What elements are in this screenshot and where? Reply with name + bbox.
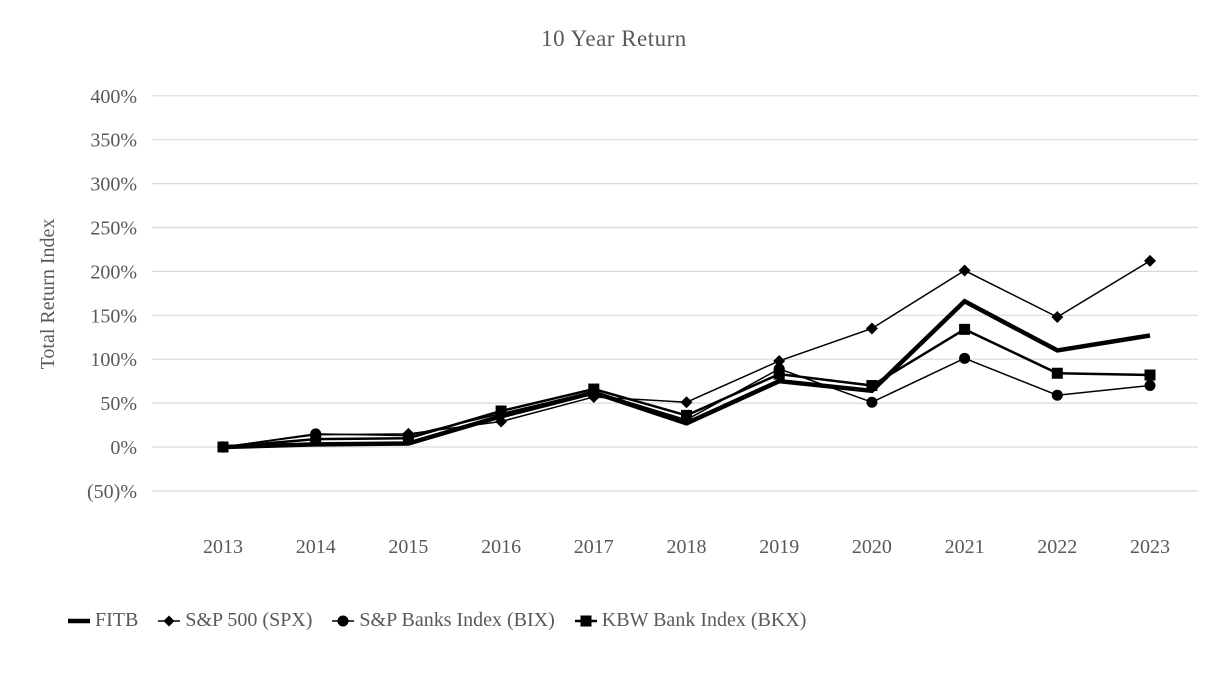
x-tick-label: 2023 — [1130, 536, 1170, 558]
y-tick-label: 100% — [90, 349, 137, 371]
square-marker — [588, 383, 600, 395]
square-marker — [773, 368, 785, 380]
square-marker — [866, 380, 878, 392]
circle-marker — [866, 396, 878, 408]
square-marker-icon — [580, 615, 592, 626]
legend-label-fitb: FITB — [95, 609, 139, 631]
diamond-marker — [680, 396, 693, 409]
legend-swatch-square-marker — [574, 615, 597, 626]
circle-marker — [1051, 389, 1063, 401]
y-tick-label: 350% — [90, 130, 137, 152]
square-marker — [959, 323, 971, 335]
legend-label-bix: S&P Banks Index (BIX) — [359, 609, 555, 631]
legend-swatch-diamond-marker — [158, 615, 181, 626]
legend-swatch-none-line — [68, 618, 90, 623]
y-tick-label: 50% — [100, 393, 137, 415]
y-tick-label: (50)% — [87, 481, 137, 503]
square-marker — [1051, 367, 1063, 379]
x-tick-label: 2017 — [574, 536, 614, 558]
diamond-marker — [1051, 311, 1064, 324]
y-tick-label: 300% — [90, 174, 137, 196]
y-tick-label: 400% — [90, 86, 137, 108]
legend-swatch-circle-marker — [332, 615, 355, 626]
diamond-marker — [865, 322, 878, 335]
legend-label-spx: S&P 500 (SPX) — [185, 609, 313, 631]
y-tick-label: 250% — [90, 218, 137, 240]
chart-title: 10 Year Return — [541, 26, 687, 51]
legend-item-fitb: FITB — [68, 609, 138, 632]
circle-marker-icon — [337, 615, 349, 626]
chart-legend: FITB S&P 500 (SPX) S&P Banks Index (BIX) KB… — [68, 609, 806, 632]
legend-label-bkx: KBW Bank Index (BKX) — [601, 609, 807, 631]
x-tick-label: 2019 — [759, 536, 799, 558]
series-line-bkx — [222, 327, 1151, 449]
legend-item-bkx: KBW Bank Index (BKX) — [574, 609, 807, 632]
x-tick-label: 2022 — [1037, 536, 1077, 558]
square-marker — [217, 441, 229, 453]
square-marker — [495, 405, 507, 417]
square-marker — [681, 409, 692, 421]
x-tick-label: 2021 — [945, 536, 985, 558]
x-tick-label: 2020 — [852, 536, 892, 558]
y-tick-label: 150% — [90, 305, 137, 327]
circle-marker — [1144, 380, 1156, 392]
diamond-marker — [1144, 254, 1156, 267]
y-tick-label: 0% — [110, 437, 137, 459]
y-tick-label: 200% — [90, 261, 137, 283]
diamond-marker-icon — [163, 615, 175, 626]
circle-marker — [959, 352, 971, 364]
legend-item-bix: S&P Banks Index (BIX) — [332, 609, 555, 632]
x-tick-label: 2014 — [296, 536, 336, 558]
diamond-marker — [495, 415, 508, 428]
x-tick-label: 2016 — [481, 536, 521, 558]
square-marker — [402, 432, 414, 444]
diamond-marker — [773, 354, 786, 367]
diamond-marker — [958, 264, 971, 277]
square-marker — [1144, 369, 1156, 381]
legend-item-spx: S&P 500 (SPX) — [158, 609, 312, 632]
x-tick-label: 2015 — [388, 536, 428, 558]
x-tick-label: 2018 — [667, 536, 707, 558]
square-marker — [310, 433, 322, 445]
x-tick-label: 2013 — [203, 536, 243, 558]
